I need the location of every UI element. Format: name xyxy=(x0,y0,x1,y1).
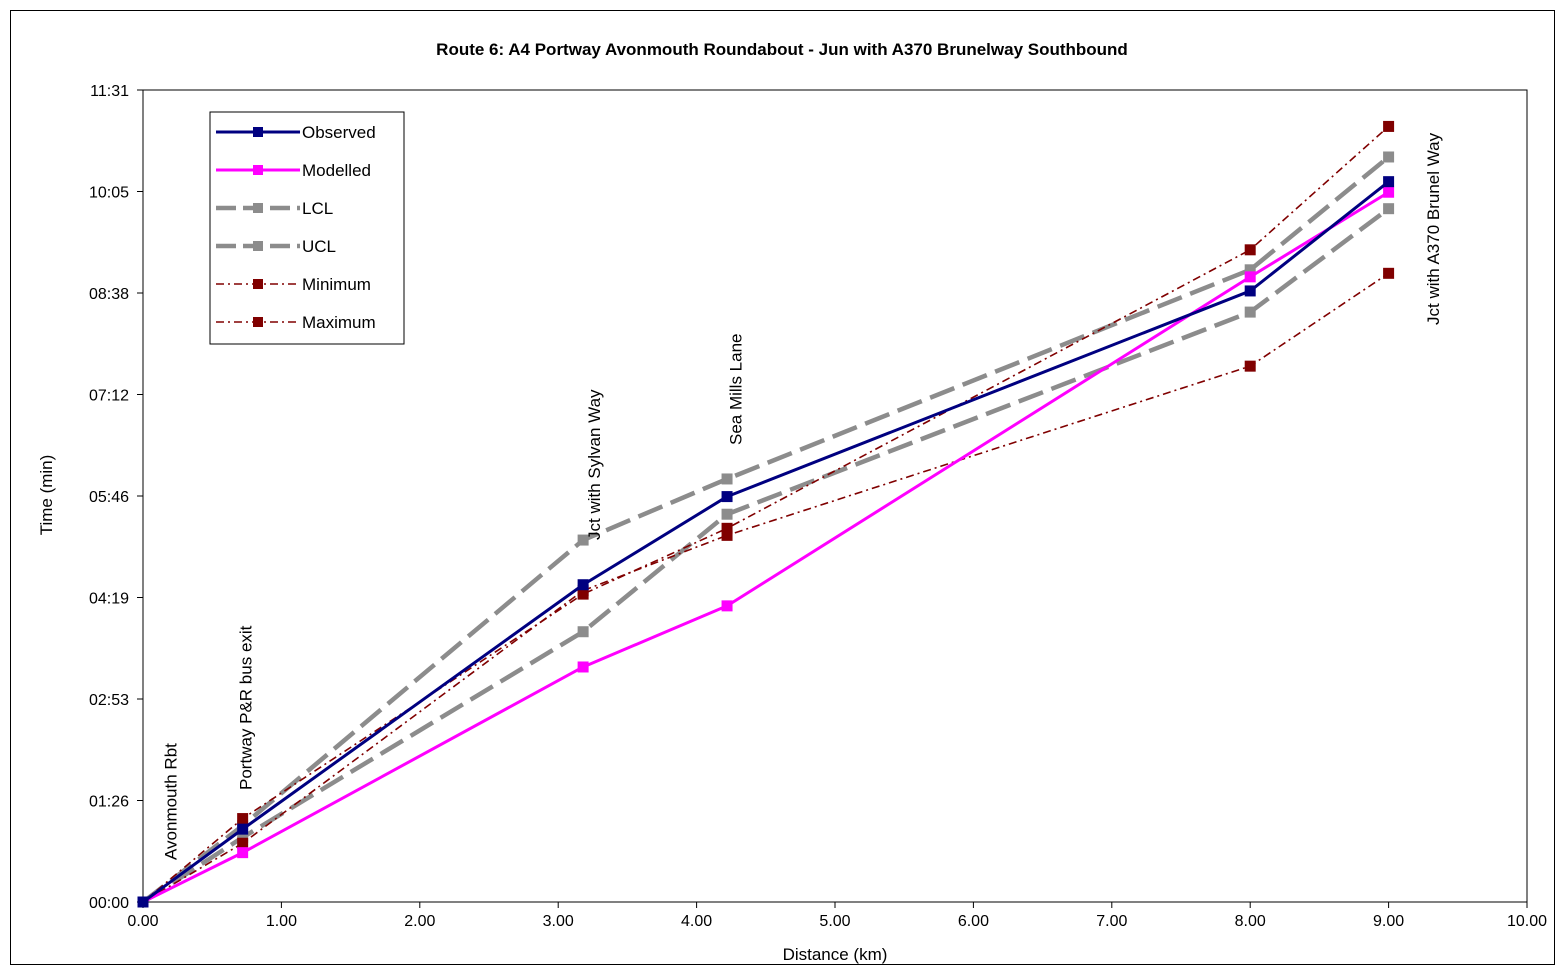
x-tick-label: 9.00 xyxy=(1373,913,1404,930)
point-annotation: Avonmouth Rbt xyxy=(162,743,181,860)
data-point xyxy=(1244,306,1256,318)
legend-item: LCL xyxy=(216,199,333,218)
data-point xyxy=(1244,285,1256,297)
series-line xyxy=(142,180,1390,904)
data-point xyxy=(721,522,733,534)
data-point xyxy=(721,600,733,612)
data-point xyxy=(577,579,589,591)
y-tick-label: 07:12 xyxy=(89,388,129,405)
legend-item: Modelled xyxy=(216,161,371,180)
chart-frame xyxy=(10,10,1555,965)
y-axis-label: Time (min) xyxy=(37,455,56,536)
data-point xyxy=(237,831,249,843)
chart-title: Route 6: A4 Portway Avonmouth Roundabout… xyxy=(436,40,1128,59)
x-tick-label: 8.00 xyxy=(1235,913,1266,930)
x-tick-label: 5.00 xyxy=(819,913,850,930)
legend-item: Minimum xyxy=(216,275,371,294)
point-annotation: Sea Mills Lane xyxy=(726,333,745,445)
y-tick-label: 04:19 xyxy=(89,591,129,608)
data-point xyxy=(1383,267,1395,279)
data-point xyxy=(1244,244,1256,256)
series-minimum xyxy=(137,267,1395,908)
data-point xyxy=(1383,176,1395,188)
x-tick-label: 1.00 xyxy=(266,913,297,930)
data-point xyxy=(1244,264,1256,276)
data-point xyxy=(1244,271,1256,283)
x-tick-label: 7.00 xyxy=(1096,913,1127,930)
series-line xyxy=(141,155,1391,904)
data-point xyxy=(721,529,733,541)
legend-marker xyxy=(253,279,263,289)
y-tick-label: 01:26 xyxy=(89,794,129,811)
data-point xyxy=(577,661,589,673)
y-tick-label: 05:46 xyxy=(89,489,129,506)
series-observed xyxy=(137,176,1395,908)
point-annotation: Portway P&R bus exit xyxy=(236,625,255,790)
data-point xyxy=(577,588,589,600)
x-tick-label: 2.00 xyxy=(404,913,435,930)
data-point xyxy=(577,626,589,638)
legend-marker xyxy=(253,317,263,327)
y-tick-label: 02:53 xyxy=(89,692,129,709)
legend-marker xyxy=(253,165,263,175)
x-axis-label: Distance (km) xyxy=(783,945,888,964)
data-point xyxy=(1383,203,1395,215)
data-point xyxy=(1383,120,1395,132)
x-tick-label: 6.00 xyxy=(958,913,989,930)
legend-item: Maximum xyxy=(216,313,376,332)
y-tick-label: 08:38 xyxy=(89,286,129,303)
series-line xyxy=(142,190,1390,904)
y-tick-label: 11:31 xyxy=(90,83,129,100)
legend-label: Modelled xyxy=(302,161,371,180)
series-line xyxy=(141,206,1390,904)
data-point xyxy=(237,847,249,859)
x-axis-ticks: 0.00 1.00 2.00 3.00 4.00 5.00 6.00 7.00 8.00 9.00… xyxy=(127,902,1547,930)
data-point xyxy=(577,534,589,546)
annotation-layer: Avonmouth Rbt Portway P&R bus exit Jct wit… xyxy=(162,132,1443,860)
legend-label: Observed xyxy=(302,123,376,142)
x-tick-label: 3.00 xyxy=(543,913,574,930)
y-tick-label: 00:00 xyxy=(89,895,129,912)
legend-item: Observed xyxy=(216,123,376,142)
legend-label: LCL xyxy=(302,199,333,218)
series-layer xyxy=(137,120,1395,908)
data-point xyxy=(137,896,149,908)
legend-label: Maximum xyxy=(302,313,376,332)
data-point xyxy=(237,837,249,849)
series-line xyxy=(142,272,1390,903)
legend-marker xyxy=(253,203,263,213)
data-point xyxy=(237,813,249,825)
legend-marker xyxy=(253,241,263,251)
x-tick-label: 0.00 xyxy=(127,913,158,930)
legend-box xyxy=(209,111,405,345)
x-tick-label: 4.00 xyxy=(681,913,712,930)
data-point xyxy=(1383,151,1395,163)
y-tick-label: 10:05 xyxy=(89,185,129,202)
data-point xyxy=(237,823,249,835)
data-point xyxy=(1244,360,1256,372)
legend-label: UCL xyxy=(302,237,336,256)
legend-marker xyxy=(253,127,263,137)
x-tick-label: 10.00 xyxy=(1507,913,1547,930)
y-axis-ticks: 00:00 01:26 02:53 04:19 05:46 07:12 08:38 10:05… xyxy=(89,83,143,912)
legend-item: UCL xyxy=(216,237,336,256)
data-point xyxy=(721,491,733,503)
legend-label: Minimum xyxy=(302,275,371,294)
point-annotation: Jct with A370 Brunel Way xyxy=(1424,132,1443,325)
legend: Observed Modelled LCL UCL Minimum Maximum xyxy=(209,111,405,345)
data-point xyxy=(721,473,733,485)
data-point xyxy=(721,508,733,520)
data-point xyxy=(1383,186,1395,198)
point-annotation: Jct with Sylvan Way xyxy=(585,389,604,540)
series-line xyxy=(142,125,1390,903)
